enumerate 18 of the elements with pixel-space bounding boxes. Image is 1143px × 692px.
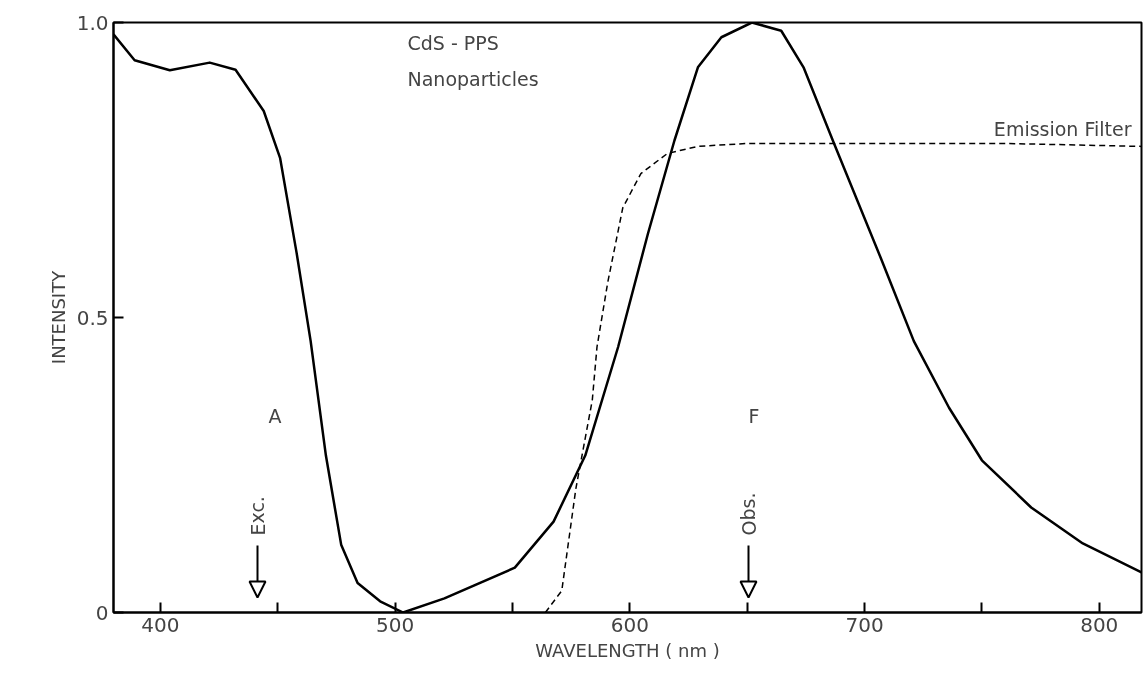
series-label: Emission Filter [993, 118, 1132, 141]
y-tick-label: 0 [95, 600, 109, 625]
y-axis-title: INTENSITY [47, 269, 69, 365]
x-tick-label: 600 [610, 612, 649, 637]
y-tick-label: 1.0 [76, 10, 109, 35]
annotation: Obs. [737, 492, 760, 536]
x-tick-label: 800 [1080, 612, 1119, 637]
x-tick-label: 700 [845, 612, 884, 637]
line-series [113, 22, 1142, 613]
annotation: A [268, 404, 282, 427]
x-tick-label: 400 [141, 612, 180, 637]
y-tick-label: 0.5 [76, 305, 109, 330]
annotation: Exc. [246, 496, 269, 536]
x-tick-label: 500 [376, 612, 415, 637]
x-axis-title: WAVELENGTH ( nm ) [535, 639, 720, 661]
annotation: CdS - PPS [407, 31, 499, 54]
annotation: Nanoparticles [407, 67, 539, 90]
annotation: F [748, 404, 760, 427]
